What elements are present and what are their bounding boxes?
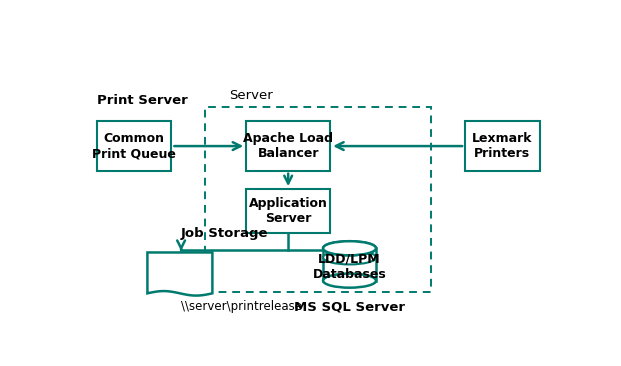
Text: Job Storage: Job Storage xyxy=(181,227,269,240)
Text: Apache Load
Balancer: Apache Load Balancer xyxy=(243,132,333,160)
Ellipse shape xyxy=(323,274,376,288)
Ellipse shape xyxy=(323,250,376,265)
Ellipse shape xyxy=(323,241,376,255)
FancyBboxPatch shape xyxy=(246,189,330,233)
Text: MS SQL Server: MS SQL Server xyxy=(294,300,405,313)
FancyBboxPatch shape xyxy=(97,122,171,171)
Text: Server: Server xyxy=(229,89,273,102)
Text: Lexmark
Printers: Lexmark Printers xyxy=(472,132,533,160)
Polygon shape xyxy=(147,253,212,296)
Text: Print Server: Print Server xyxy=(97,94,188,107)
Text: Application
Server: Application Server xyxy=(249,197,328,225)
Text: Common
Print Queue: Common Print Queue xyxy=(93,132,176,160)
FancyBboxPatch shape xyxy=(465,122,540,171)
Ellipse shape xyxy=(323,241,376,255)
FancyBboxPatch shape xyxy=(246,122,330,171)
Text: LDD/LPM
Databases: LDD/LPM Databases xyxy=(312,253,386,281)
Bar xyxy=(323,248,376,281)
Text: \\server\printrelease: \\server\printrelease xyxy=(181,300,302,313)
